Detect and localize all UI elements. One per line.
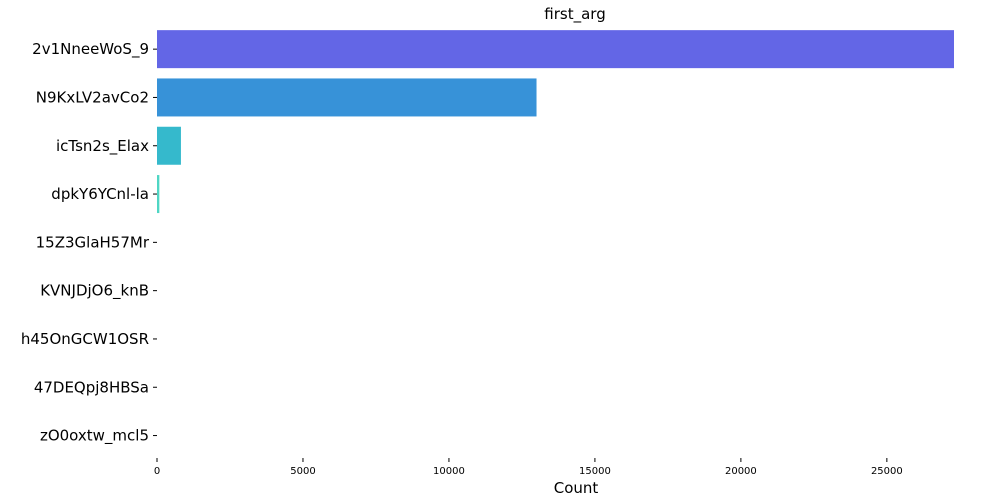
chart-title: first_arg (544, 5, 605, 24)
x-axis-title: Count (554, 479, 599, 497)
y-tick-label: KVNJDjO6_knB (40, 282, 149, 301)
x-tick-label: 10000 (433, 466, 465, 477)
y-tick-label: N9KxLV2avCo2 (36, 88, 149, 106)
bar-dpkY6YCnl-la (157, 175, 160, 214)
bar-icTsn2s_Elax (157, 126, 181, 165)
y-tick-label: dpkY6YCnl-la (51, 185, 149, 203)
y-tick-label: 47DEQpj8HBSa (34, 378, 149, 396)
bar-2v1NneeWoS_9 (157, 30, 954, 69)
x-tick-label: 0 (154, 466, 160, 477)
bars-group (157, 30, 954, 214)
x-tick-label: 5000 (290, 466, 315, 477)
y-tick-label: h45OnGCW1OSR (21, 330, 149, 348)
y-axis: 2v1NneeWoS_9 N9KxLV2avCo2 icTsn2s_Elax dpkY… (21, 40, 157, 446)
y-tick-label: 15Z3GlaH57Mr (36, 233, 150, 251)
y-tick-label: icTsn2s_Elax (56, 137, 149, 156)
x-tick-label: 25000 (871, 466, 903, 477)
bar-N9KxLV2avCo2 (157, 78, 537, 117)
y-tick-label: zO0oxtw_mcl5 (40, 427, 149, 446)
x-tick-label: 15000 (579, 466, 611, 477)
y-tick-label: 2v1NneeWoS_9 (32, 40, 149, 59)
x-tick-label: 20000 (725, 466, 757, 477)
x-axis: 0 5000 10000 15000 20000 25000 (154, 458, 903, 477)
